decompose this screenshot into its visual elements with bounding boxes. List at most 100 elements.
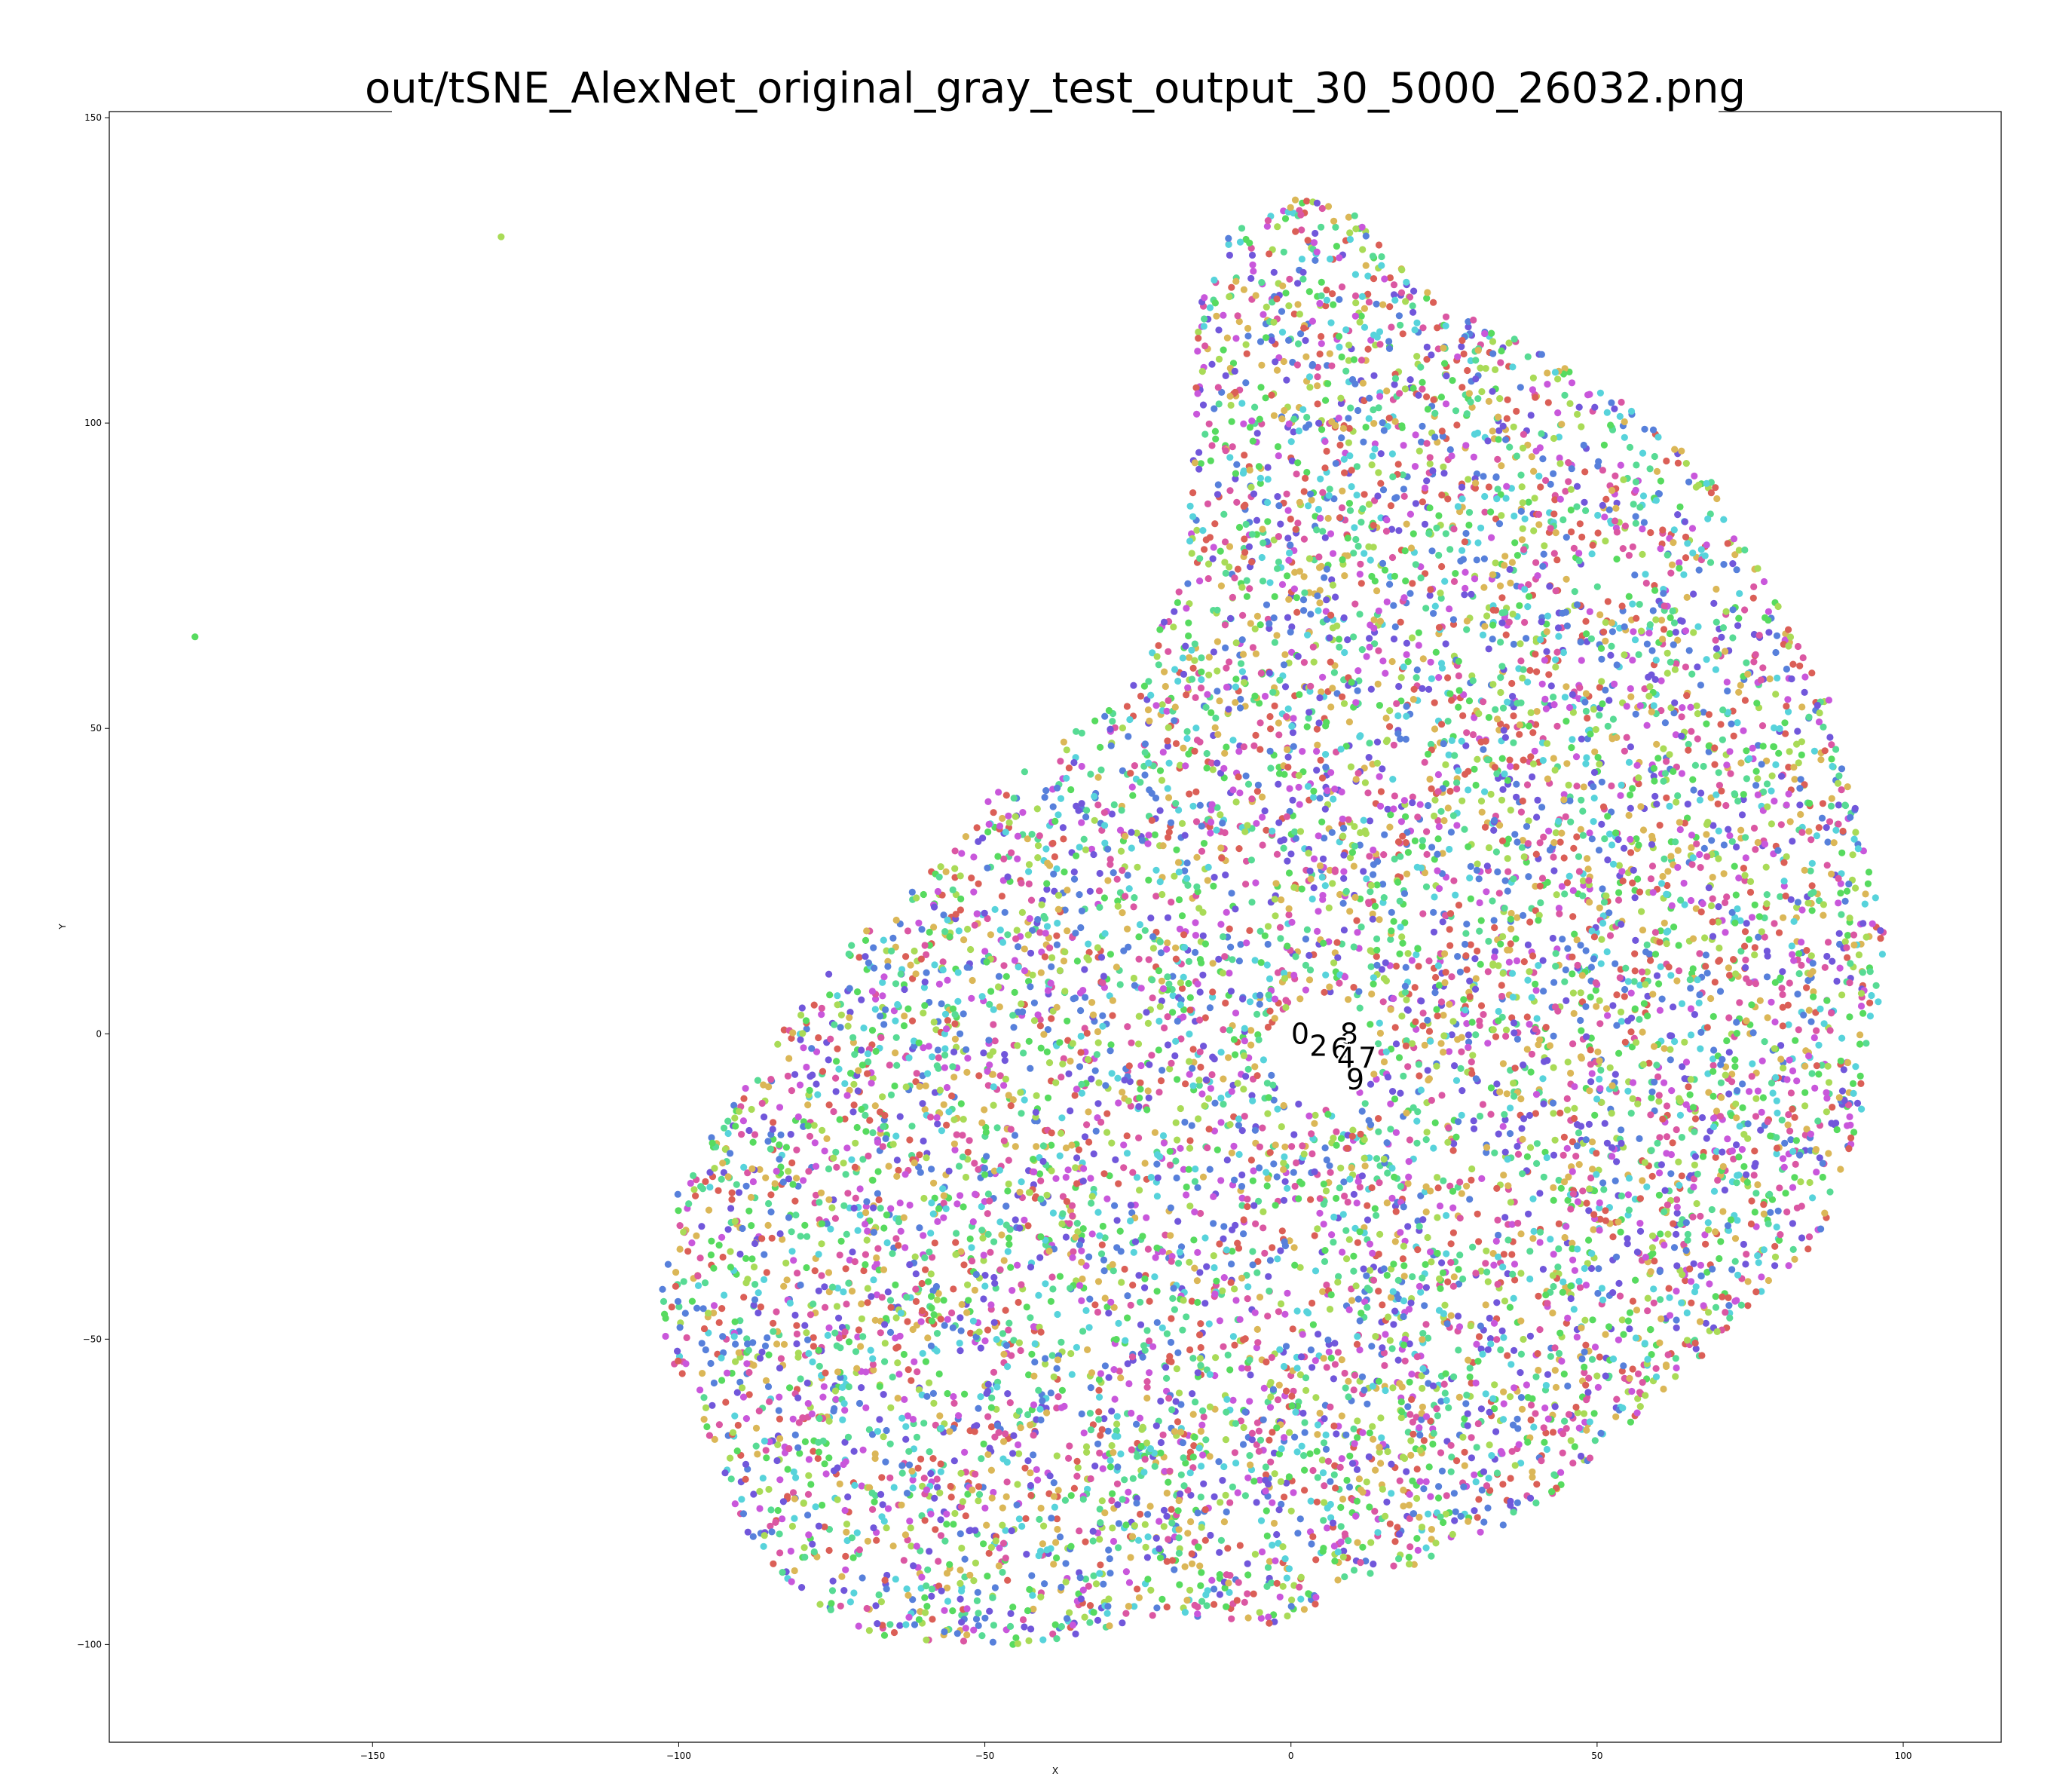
scatter-point [1706,559,1715,566]
scatter-point [1633,761,1641,769]
scatter-point [1345,1483,1354,1491]
scatter-point [1116,1227,1124,1235]
scatter-point [837,1024,844,1031]
scatter-point [790,1468,797,1475]
scatter-point [1674,459,1682,467]
scatter-point [1810,988,1817,996]
scatter-point [1739,1104,1746,1111]
scatter-point [1318,332,1325,340]
scatter-point [1518,536,1526,544]
scatter-point [1314,400,1321,408]
scatter-point [1541,1438,1548,1446]
scatter-point [1826,1188,1834,1196]
scatter-point [1042,1280,1049,1288]
scatter-point [810,1548,818,1556]
scatter-point [1175,1549,1183,1557]
scatter-point [1325,904,1333,911]
scatter-point [1320,1200,1327,1208]
scatter-point [1589,1166,1596,1173]
scatter-point [816,1601,824,1608]
scatter-point [962,1625,969,1632]
scatter-point [1373,953,1380,960]
scatter-point [1230,1113,1238,1120]
scatter-point [1487,508,1495,516]
scatter-point [1186,654,1193,661]
scatter-point [1507,1361,1515,1368]
scatter-point [1596,389,1604,397]
scatter-point [1033,1092,1040,1099]
scatter-point [1765,629,1773,636]
scatter-point [1220,1026,1227,1034]
scatter-point [1599,501,1606,510]
scatter-point [972,1615,981,1623]
scatter-point [1315,607,1322,614]
scatter-point [1581,1316,1589,1324]
scatter-point [1549,1310,1556,1317]
scatter-point [858,996,865,1003]
scatter-point [970,1626,978,1634]
scatter-point [1381,275,1388,283]
scatter-point [998,1231,1005,1239]
scatter-point [908,1017,917,1025]
scatter-point [1518,844,1526,851]
scatter-point [1153,1288,1161,1295]
scatter-point [1374,492,1382,500]
scatter-point [1164,1041,1172,1049]
scatter-point [1511,335,1518,343]
scatter-point [1401,547,1409,555]
scatter-point [1510,1509,1517,1516]
scatter-point [1021,967,1029,975]
scatter-point [963,1631,971,1639]
scatter-point [1703,1135,1710,1142]
scatter-point [996,1544,1003,1552]
scatter-point [1105,1374,1113,1381]
scatter-point [1211,724,1219,731]
scatter-point [1146,1369,1153,1377]
scatter-point [1697,1028,1705,1036]
scatter-point [1808,1070,1816,1077]
scatter-point [1556,1329,1564,1337]
scatter-point [1037,1593,1045,1601]
scatter-point [1236,704,1244,712]
scatter-point [1685,1083,1692,1091]
scatter-point [880,1391,887,1398]
scatter-point [863,1236,871,1244]
scatter-point [1600,899,1608,906]
scatter-point [1232,1051,1239,1058]
scatter-point [1141,1284,1149,1291]
scatter-point [880,1631,889,1639]
scatter-point [789,1415,797,1423]
scatter-point [1829,1104,1836,1111]
scatter-point [819,1126,826,1134]
scatter-point [688,1297,696,1305]
scatter-point [1730,1155,1737,1163]
scatter-point [1789,1184,1797,1191]
scatter-point [1160,1523,1168,1530]
scatter-point [1223,1508,1230,1516]
scatter-point [1829,762,1836,770]
scatter-point [1752,782,1760,789]
scatter-point [1786,979,1793,987]
scatter-point [1054,811,1062,819]
scatter-point [763,1454,770,1462]
scatter-point [1712,666,1719,673]
scatter-point [1437,594,1445,602]
scatter-point [794,1444,802,1451]
scatter-point [1400,1262,1408,1270]
scatter-point [1133,1174,1141,1181]
scatter-point [1774,602,1782,611]
scatter-point [1511,1276,1519,1284]
scatter-point [1556,910,1563,917]
scatter-point [1703,720,1710,728]
scatter-point [1290,1169,1297,1176]
scatter-point [896,1113,904,1120]
scatter-point [1446,605,1453,613]
scatter-point [1660,777,1667,785]
scatter-point [1527,753,1535,761]
scatter-point [1539,757,1547,764]
scatter-point [1750,583,1758,591]
scatter-point [1384,1447,1391,1456]
scatter-point [1220,311,1227,319]
scatter-point [1628,1043,1636,1051]
scatter-point [1354,1239,1361,1246]
